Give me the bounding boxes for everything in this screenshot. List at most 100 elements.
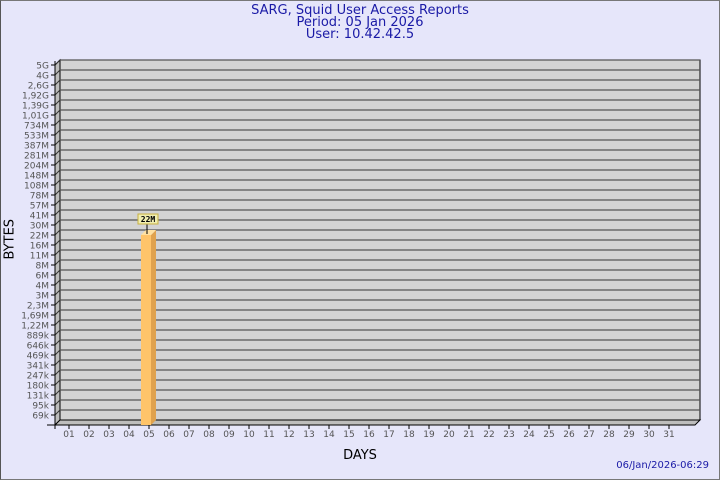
x-tick-label: 16: [363, 430, 375, 440]
y-tick-label: 3M: [36, 292, 50, 302]
x-tick-label: 12: [283, 430, 294, 440]
x-tick-label: 08: [203, 430, 215, 440]
y-tick-label: 131k: [27, 392, 50, 402]
x-tick-label: 26: [563, 430, 575, 440]
gridline-side: [54, 229, 61, 236]
bar-day-05: [141, 235, 151, 425]
data-label-box: [137, 213, 159, 225]
y-tick-label: 180k: [27, 382, 50, 392]
x-tick-label: 19: [423, 430, 435, 440]
gridline-side: [54, 329, 61, 336]
y-tick-label: 1,22M: [21, 322, 49, 332]
y-tick-label: 41M: [30, 212, 49, 222]
x-tick-label: 25: [543, 430, 554, 440]
x-tick-label: 23: [503, 430, 514, 440]
y-tick-label: 95k: [32, 402, 49, 412]
x-tick-label: 01: [63, 430, 74, 440]
x-tick-label: 22: [483, 430, 494, 440]
x-tick-label: 05: [143, 430, 154, 440]
y-tick-label: 387M: [24, 142, 49, 152]
y-tick-label: 57M: [30, 202, 49, 212]
gridline-side: [54, 179, 61, 186]
x-tick-label: 27: [583, 430, 594, 440]
y-tick-label: 2,3M: [27, 302, 49, 312]
gridline-side: [54, 289, 61, 296]
y-tick-label: 281M: [24, 152, 49, 162]
gridline-side: [54, 399, 61, 406]
y-tick-label: 1,92G: [22, 92, 49, 102]
gridline-side: [54, 129, 61, 136]
gridline-side: [54, 359, 61, 366]
x-tick-label: 10: [243, 430, 255, 440]
gridline-side: [54, 99, 61, 106]
gridline-side: [54, 199, 61, 206]
y-tick-label: 11M: [30, 252, 49, 262]
y-tick-label: 6M: [36, 272, 50, 282]
gridline-side: [54, 189, 61, 196]
x-tick-label: 03: [103, 430, 114, 440]
gridline-side: [54, 239, 61, 246]
x-tick-label: 24: [523, 430, 535, 440]
gridline-side: [54, 379, 61, 386]
gridline-side: [54, 299, 61, 306]
x-tick-label: 20: [443, 430, 455, 440]
gridline-side: [54, 69, 61, 76]
gridline-side: [54, 389, 61, 396]
y-tick-label: 4G: [36, 72, 49, 82]
y-tick-label: 2,6G: [28, 82, 49, 92]
chart-title: SARG, Squid User Access Reports: [251, 3, 469, 18]
bar-top-day-05: [141, 230, 156, 235]
x-tick-label: 04: [123, 430, 135, 440]
y-tick-label: 341k: [27, 362, 50, 372]
y-tick-label: 734M: [24, 122, 49, 132]
gridline-side: [54, 159, 61, 166]
x-tick-label: 07: [183, 430, 194, 440]
gridline-side: [54, 369, 61, 376]
y-tick-label: 889k: [27, 332, 50, 342]
x-tick-label: 28: [603, 430, 615, 440]
x-tick-label: 09: [223, 430, 235, 440]
gridline-side: [54, 119, 61, 126]
generated-timestamp: 06/Jan/2026-06:29: [616, 460, 709, 471]
gridline-side: [54, 409, 61, 416]
gridline-side: [54, 259, 61, 266]
y-tick-label: 78M: [30, 192, 49, 202]
x-tick-label: 13: [303, 430, 314, 440]
data-label: 22M: [141, 215, 156, 224]
gridline-side: [54, 279, 61, 286]
y-tick-label: 5G: [36, 62, 49, 72]
gridline-side: [54, 209, 61, 216]
y-tick-label: 8M: [36, 262, 50, 272]
gridline-side: [54, 109, 61, 116]
gridline-side: [54, 249, 61, 256]
chart-user: User: 10.42.42.5: [305, 27, 415, 42]
gridline-side: [54, 349, 61, 356]
y-tick-label: 1,69M: [21, 312, 49, 322]
y-tick-label: 148M: [24, 172, 49, 182]
x-tick-label: 21: [463, 430, 474, 440]
x-tick-label: 02: [83, 430, 94, 440]
x-tick-label: 31: [663, 430, 674, 440]
y-tick-label: 4M: [36, 282, 50, 292]
y-tick-label: 247k: [27, 372, 50, 382]
y-tick-label: 16M: [30, 242, 49, 252]
x-tick-label: 18: [403, 430, 415, 440]
gridline-side: [54, 169, 61, 176]
gridline-side: [54, 139, 61, 146]
y-tick-label: 1,39G: [22, 102, 49, 112]
gridline-side: [54, 149, 61, 156]
x-tick-label: 11: [263, 430, 274, 440]
gridline-side: [54, 79, 61, 86]
y-tick-label: 69k: [32, 412, 49, 422]
x-tick-label: 15: [343, 430, 354, 440]
y-tick-label: 30M: [30, 222, 49, 232]
y-tick-label: 108M: [24, 182, 49, 192]
gridline-side: [54, 309, 61, 316]
y-tick-label: 22M: [30, 232, 49, 242]
y-tick-label: 646k: [27, 342, 50, 352]
bar-side-day-05: [151, 230, 156, 425]
x-axis-label: DAYS: [343, 448, 377, 463]
gridline-side: [54, 219, 61, 226]
x-tick-label: 14: [323, 430, 335, 440]
